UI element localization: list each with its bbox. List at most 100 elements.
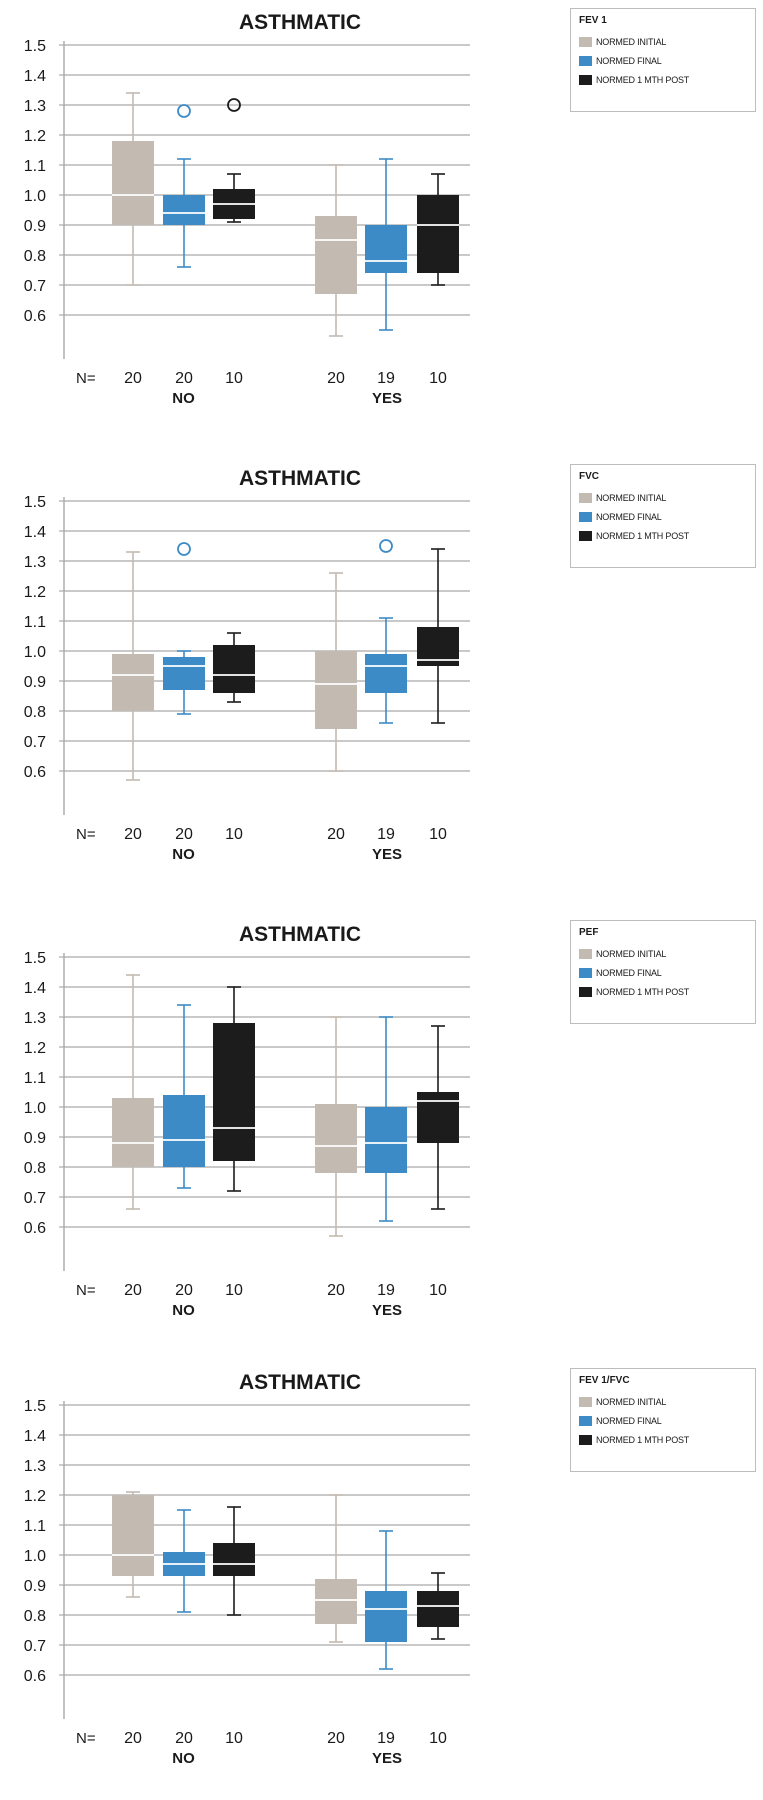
- y-tick-label: 1.1: [24, 1070, 46, 1087]
- y-tick-label: 0.8: [24, 704, 46, 721]
- group-label-no: NO: [172, 390, 195, 407]
- legend: FVC NORMED INITIAL NORMED FINAL NORMED 1 MT…: [570, 464, 756, 568]
- y-tick-label: 1.3: [24, 1010, 46, 1027]
- y-tick-label: 1.4: [24, 1428, 46, 1445]
- y-tick-label: 1.5: [24, 950, 46, 967]
- legend-title: FVC: [579, 471, 599, 482]
- n-count-label: 10: [225, 1730, 243, 1747]
- n-count-label: 19: [377, 1282, 395, 1299]
- y-tick-label: 1.0: [24, 644, 46, 661]
- y-tick-label: 1.0: [24, 188, 46, 205]
- legend-label: NORMED 1 MTH POST: [596, 74, 690, 85]
- legend-item-post: NORMED 1 MTH POST: [579, 982, 747, 1001]
- box-iqr: [365, 1591, 407, 1642]
- n-count-label: 20: [327, 370, 345, 387]
- n-count-label: 19: [377, 1730, 395, 1747]
- box-final-no: [163, 542, 205, 715]
- y-tick-label: 0.7: [24, 1190, 46, 1207]
- group-label-yes: YES: [372, 1302, 402, 1319]
- box-initial-yes: [315, 1494, 357, 1643]
- chart-title: ASTHMATIC: [239, 11, 361, 34]
- y-tick-label: 1.1: [24, 1518, 46, 1535]
- box-final-no: [163, 104, 205, 268]
- boxplot-chart: ASTHMATIC 1.5 1.4 1.3 1.2 1.1 1.0 0.9 0.8 0.7 0.6 2…: [24, 467, 470, 863]
- box-final-no: [163, 1004, 205, 1189]
- legend-label: NORMED FINAL: [596, 55, 662, 66]
- legend-swatch: [579, 492, 592, 503]
- y-tick-label: 1.3: [24, 554, 46, 571]
- legend-swatch: [579, 74, 592, 85]
- legend-item-post: NORMED 1 MTH POST: [579, 1430, 747, 1449]
- y-tick-label: 0.6: [24, 1220, 46, 1237]
- n-count-label: 10: [429, 826, 447, 843]
- legend-item-initial: NORMED INITIAL: [579, 32, 747, 51]
- y-tick-label: 0.8: [24, 1608, 46, 1625]
- y-tick-label: 0.7: [24, 1638, 46, 1655]
- n-count-label: 20: [124, 826, 142, 843]
- legend: PEF NORMED INITIAL NORMED FINAL NORMED 1 MT…: [570, 920, 756, 1024]
- y-tick-label: 1.5: [24, 1398, 46, 1415]
- boxplot-chart: ASTHMATIC 1.5 1.4 1.3 1.2 1.1 1.0 0.9 0.8 0.7 0.6 2…: [24, 1371, 470, 1767]
- legend-swatch: [579, 530, 592, 541]
- chart-panel: ASTHMATIC 1.5 1.4 1.3 1.2 1.1 1.0 0.9 0.8 0.7 0.6 2…: [0, 0, 763, 440]
- box-iqr: [112, 1098, 154, 1167]
- box-post-no: [213, 98, 255, 223]
- box-iqr: [112, 1495, 154, 1576]
- box-final-yes: [365, 539, 407, 724]
- legend-item-final: NORMED FINAL: [579, 1411, 747, 1430]
- legend-label: NORMED FINAL: [596, 511, 662, 522]
- legend-swatch: [579, 511, 592, 522]
- box-final-no: [163, 1509, 205, 1613]
- legend-item-final: NORMED FINAL: [579, 51, 747, 70]
- chart-panel: ASTHMATIC 1.5 1.4 1.3 1.2 1.1 1.0 0.9 0.8 0.7 0.6 2…: [0, 456, 763, 896]
- y-tick-label: 0.9: [24, 1578, 46, 1595]
- y-tick-label: 0.8: [24, 248, 46, 265]
- legend-label: NORMED FINAL: [596, 1415, 662, 1426]
- legend-title: PEF: [579, 927, 599, 938]
- boxplot-chart: ASTHMATIC 1.5 1.4 1.3 1.2 1.1 1.0 0.9 0.8 0.7 0.6 2…: [24, 11, 470, 407]
- n-axis-label: N=: [76, 826, 96, 843]
- n-count-label: 20: [327, 1730, 345, 1747]
- n-axis-label: N=: [76, 370, 96, 387]
- n-count-label: 10: [225, 1282, 243, 1299]
- legend-swatch: [579, 948, 592, 959]
- box-iqr: [163, 657, 205, 690]
- y-tick-label: 1.1: [24, 158, 46, 175]
- box-iqr: [315, 1104, 357, 1173]
- group-label-yes: YES: [372, 1750, 402, 1767]
- legend-swatch: [579, 1396, 592, 1407]
- legend-label: NORMED 1 MTH POST: [596, 530, 690, 541]
- legend: FEV 1/FVC NORMED INITIAL NORMED FINAL NORME…: [570, 1368, 756, 1472]
- y-tick-label: 0.6: [24, 764, 46, 781]
- y-tick-label: 1.5: [24, 494, 46, 511]
- legend-item-initial: NORMED INITIAL: [579, 488, 747, 507]
- box-post-yes: [417, 173, 459, 286]
- y-tick-label: 0.8: [24, 1160, 46, 1177]
- box-initial-no: [112, 551, 154, 781]
- box-iqr: [163, 195, 205, 225]
- legend-item-final: NORMED FINAL: [579, 507, 747, 526]
- n-count-label: 20: [327, 826, 345, 843]
- box-initial-yes: [315, 164, 357, 337]
- box-iqr: [112, 654, 154, 711]
- y-tick-label: 1.4: [24, 524, 46, 541]
- legend-item-final: NORMED FINAL: [579, 963, 747, 982]
- y-tick-label: 1.0: [24, 1548, 46, 1565]
- legend-swatch: [579, 986, 592, 997]
- group-label-no: NO: [172, 846, 195, 863]
- n-count-label: 20: [175, 370, 193, 387]
- box-iqr: [417, 195, 459, 273]
- y-tick-label: 1.2: [24, 1488, 46, 1505]
- n-count-label: 10: [429, 1730, 447, 1747]
- legend-label: NORMED 1 MTH POST: [596, 986, 690, 997]
- chart-title: ASTHMATIC: [239, 923, 361, 946]
- box-iqr: [365, 654, 407, 693]
- legend-label: NORMED INITIAL: [596, 1396, 667, 1407]
- y-tick-label: 1.2: [24, 1040, 46, 1057]
- group-label-yes: YES: [372, 846, 402, 863]
- legend-item-initial: NORMED INITIAL: [579, 944, 747, 963]
- legend-swatch: [579, 1415, 592, 1426]
- outlier-point: [227, 98, 241, 112]
- box-iqr: [163, 1095, 205, 1167]
- box-iqr: [365, 1107, 407, 1173]
